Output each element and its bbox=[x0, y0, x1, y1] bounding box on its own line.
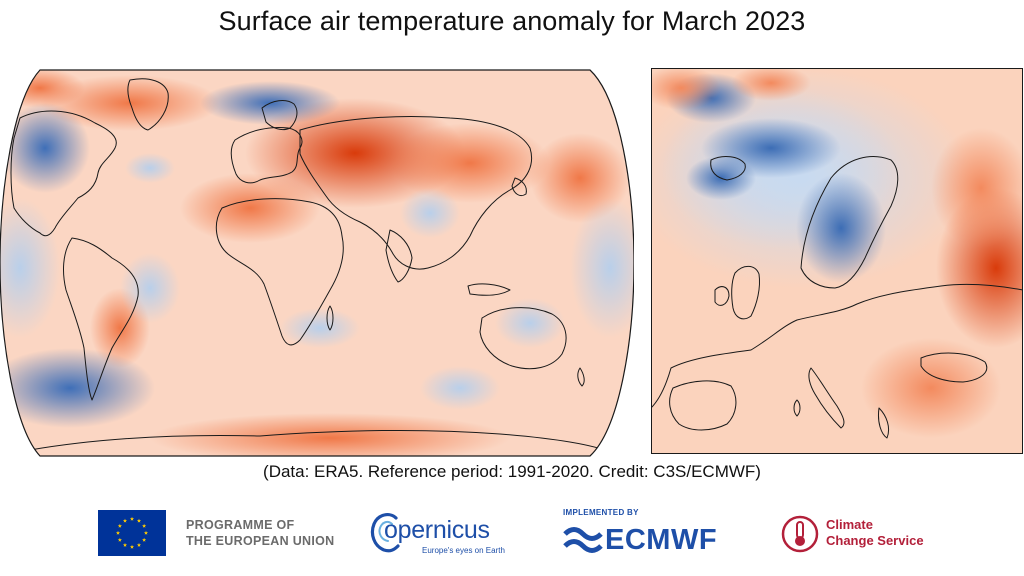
africa-outline bbox=[215, 198, 344, 346]
new-zealand-outline bbox=[577, 367, 585, 387]
thermometer-icon bbox=[781, 515, 819, 553]
copernicus-logo: opernicus Europe's eyes on Earth bbox=[370, 506, 510, 560]
eu-text-line2: THE EUROPEAN UNION bbox=[186, 534, 335, 548]
eu-flag-logo bbox=[98, 510, 166, 556]
logo-row: PROGRAMME OF THE EUROPEAN UNION opernicu… bbox=[0, 500, 1024, 566]
black-sea-outline bbox=[920, 352, 988, 383]
ireland-outline bbox=[714, 286, 730, 306]
world-anomaly-map bbox=[0, 69, 634, 457]
italy-outline bbox=[808, 367, 845, 429]
india-outline bbox=[385, 229, 413, 283]
data-credit-caption: (Data: ERA5. Reference period: 1991-2020… bbox=[263, 462, 761, 481]
antarctica-outline bbox=[29, 429, 611, 453]
c3s-logo: Climate Change Service bbox=[780, 510, 940, 558]
europe-anomaly-map bbox=[651, 68, 1023, 454]
madagascar-outline bbox=[326, 305, 334, 331]
copernicus-wordmark: opernicus bbox=[384, 516, 490, 544]
europe-outline bbox=[230, 127, 303, 184]
scandinavia-outline bbox=[261, 100, 298, 131]
south-america-outline bbox=[63, 237, 139, 401]
australia-outline bbox=[479, 307, 567, 370]
mainland-europe-outline bbox=[651, 283, 1023, 454]
eu-star bbox=[136, 542, 142, 547]
ecmwf-logo: IMPLEMENTED BY ECMWF bbox=[563, 508, 753, 560]
ecmwf-implemented-by: IMPLEMENTED BY bbox=[563, 508, 639, 517]
sardinia-outline bbox=[793, 399, 801, 417]
iberia-outline bbox=[669, 380, 737, 431]
map-title: Surface air temperature anomaly for Marc… bbox=[218, 6, 806, 36]
europe-coastlines bbox=[651, 156, 1023, 454]
world-map-border bbox=[0, 69, 634, 457]
eu-star bbox=[129, 516, 135, 521]
indonesia-outline bbox=[467, 283, 511, 296]
british-isles-outline bbox=[731, 265, 760, 320]
eu-star bbox=[117, 537, 122, 542]
eu-star bbox=[117, 523, 122, 528]
c3s-text-line2: Change Service bbox=[826, 533, 924, 548]
japan-outline bbox=[511, 177, 527, 197]
coastlines bbox=[10, 78, 611, 453]
europe-anomaly-field bbox=[651, 68, 1023, 454]
scandinavia-outline bbox=[800, 156, 899, 289]
asia-outline bbox=[299, 116, 533, 270]
iceland-outline bbox=[710, 156, 746, 181]
eu-star bbox=[142, 537, 147, 542]
eu-text-line1: PROGRAMME OF bbox=[186, 518, 295, 532]
eu-star bbox=[122, 518, 128, 523]
copernicus-c-icon bbox=[370, 513, 400, 553]
eu-star bbox=[122, 542, 128, 547]
europe-map-border bbox=[651, 68, 1023, 454]
eu-star bbox=[115, 530, 121, 535]
eu-star bbox=[142, 523, 147, 528]
c3s-text: Climate Change Service bbox=[826, 517, 924, 549]
world-anomaly-field bbox=[0, 70, 634, 456]
eu-star bbox=[136, 518, 142, 523]
ecmwf-wordmark: ECMWF bbox=[605, 524, 718, 556]
eu-star bbox=[129, 544, 135, 549]
c3s-text-line1: Climate bbox=[826, 517, 873, 532]
copernicus-tagline: Europe's eyes on Earth bbox=[422, 546, 505, 555]
eu-programme-text: PROGRAMME OF THE EUROPEAN UNION bbox=[186, 517, 334, 549]
greece-outline bbox=[878, 407, 890, 439]
north-america-outline bbox=[10, 110, 117, 237]
ecmwf-waves-icon bbox=[563, 527, 603, 553]
eu-star bbox=[143, 530, 149, 535]
greenland-outline bbox=[127, 78, 169, 131]
